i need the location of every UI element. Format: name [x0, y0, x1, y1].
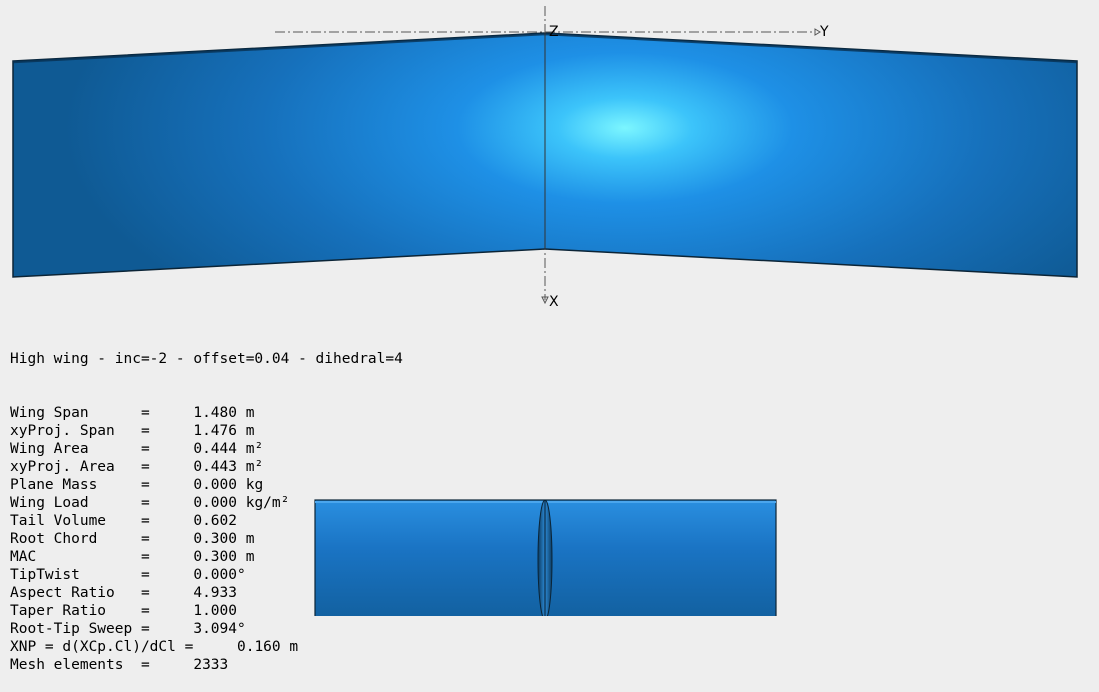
- property-label: Root-Tip Sweep =: [10, 621, 150, 637]
- property-label: Taper Ratio =: [10, 603, 150, 619]
- property-value: 0.000 kg/m²: [193, 495, 290, 511]
- property-label: XNP = d(XCp.Cl)/dCl =: [10, 639, 194, 655]
- property-row: XNP = d(XCp.Cl)/dCl = 0.160 m: [10, 638, 403, 656]
- property-row: Plane Mass = 0.000 kg: [10, 476, 403, 494]
- z-axis-label: Z: [549, 24, 559, 40]
- property-label: MAC =: [10, 549, 150, 565]
- property-label: xyProj. Area =: [10, 459, 150, 475]
- property-value: 0.443 m²: [193, 459, 264, 475]
- property-row: Taper Ratio = 1.000: [10, 602, 403, 620]
- property-value: 0.444 m²: [193, 441, 264, 457]
- x-axis-label: X: [549, 294, 559, 310]
- 3d-viewport[interactable]: Z Y X: [0, 0, 1099, 616]
- property-row: Root Chord = 0.300 m: [10, 530, 403, 548]
- property-label: Wing Area =: [10, 441, 150, 457]
- property-value: 0.300 m: [193, 549, 255, 565]
- property-value: 0.000°: [193, 567, 246, 583]
- property-value: 2333: [193, 657, 229, 673]
- property-label: Aspect Ratio =: [10, 585, 150, 601]
- property-value: 3.094°: [193, 621, 246, 637]
- property-label: Wing Load =: [10, 495, 150, 511]
- property-label: Tail Volume =: [10, 513, 150, 529]
- tail-wing[interactable]: [314, 499, 777, 616]
- property-row: Wing Span = 1.480 m: [10, 404, 403, 422]
- property-label: Mesh elements =: [10, 657, 150, 673]
- property-value: 1.000: [193, 603, 237, 619]
- wing-info-panel: High wing - inc=-2 - offset=0.04 - dihed…: [10, 314, 403, 692]
- property-value: 0.000 kg: [193, 477, 264, 493]
- wing-title: High wing - inc=-2 - offset=0.04 - dihed…: [10, 351, 403, 367]
- property-row: TipTwist = 0.000°: [10, 566, 403, 584]
- property-row: Mesh elements = 2333: [10, 656, 403, 674]
- property-label: TipTwist =: [10, 567, 150, 583]
- property-value: 4.933: [193, 585, 237, 601]
- property-value: 0.602: [193, 513, 237, 529]
- property-row: Wing Load = 0.000 kg/m²: [10, 494, 403, 512]
- property-row: Wing Area = 0.444 m²: [10, 440, 403, 458]
- property-value: 1.476 m: [193, 423, 255, 439]
- y-axis-label: Y: [819, 24, 829, 40]
- property-value: 1.480 m: [193, 405, 255, 421]
- x-axis-arrow: [541, 296, 549, 305]
- property-row: xyProj. Span = 1.476 m: [10, 422, 403, 440]
- property-row: xyProj. Area = 0.443 m²: [10, 458, 403, 476]
- property-label: xyProj. Span =: [10, 423, 150, 439]
- property-row: MAC = 0.300 m: [10, 548, 403, 566]
- property-row: Tail Volume = 0.602: [10, 512, 403, 530]
- wing-properties-list: Wing Span = 1.480 m xyProj. Span = 1.476 …: [10, 404, 403, 674]
- property-row: Aspect Ratio = 4.933: [10, 584, 403, 602]
- property-label: Wing Span =: [10, 405, 150, 421]
- property-value: 0.300 m: [193, 531, 255, 547]
- property-row: Root-Tip Sweep = 3.094°: [10, 620, 403, 638]
- y-axis-arrow: [814, 28, 821, 36]
- axes-overlay: Z Y X: [275, 6, 829, 310]
- property-value: 0.160 m: [236, 639, 299, 655]
- property-label: Plane Mass =: [10, 477, 150, 493]
- property-label: Root Chord =: [10, 531, 150, 547]
